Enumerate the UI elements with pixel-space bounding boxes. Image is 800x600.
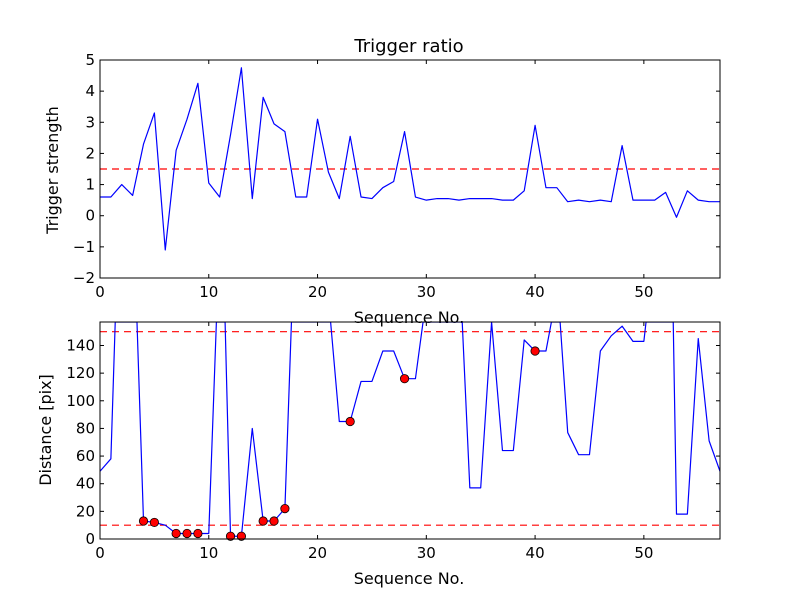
bottom-x-axis-label: Sequence No.	[354, 569, 465, 588]
top-axes-frame	[99, 59, 721, 279]
bottom-x-tick-label: 50	[634, 544, 653, 562]
top-x-tick-label: 30	[417, 283, 436, 301]
bottom-x-tick-label: 40	[526, 544, 545, 562]
top-series-line-0	[100, 67, 720, 251]
distance-chart: 0 10 20 30 40 50 0 20 40 60 80 100 120 140	[66, 321, 721, 562]
bottom-y-tick-label: 20	[76, 502, 95, 520]
bottom-y-tick-label: 120	[66, 364, 95, 382]
bottom-y-tick-label: 0	[85, 530, 95, 548]
bottom-x-tick-label: 10	[199, 544, 218, 562]
top-x-axis-label: Sequence No.	[354, 308, 465, 327]
bottom-data-marker	[182, 528, 192, 539]
bottom-data-marker	[399, 374, 410, 384]
bottom-data-marker	[138, 516, 149, 526]
top-plot-area	[100, 67, 720, 251]
bottom-data-marker	[269, 516, 279, 526]
bottom-data-marker	[345, 416, 355, 427]
bottom-y-tick-label: 140	[66, 336, 95, 354]
chart-title: Trigger ratio	[353, 36, 463, 57]
top-y-tick-label: 4	[85, 82, 95, 100]
bottom-data-marker	[225, 531, 236, 541]
bottom-data-marker	[149, 517, 159, 528]
bottom-data-marker	[236, 531, 247, 541]
top-x-tick-label: 10	[199, 283, 218, 301]
top-y-tick-label: 0	[85, 207, 95, 225]
bottom-data-marker	[258, 516, 268, 526]
top-y-tick-label: 1	[85, 176, 95, 194]
top-x-tick-label: 50	[634, 283, 653, 301]
top-x-tick-label: 20	[308, 283, 327, 301]
top-y-tick-label: −1	[73, 238, 95, 256]
top-y-tick-label: −2	[73, 269, 95, 287]
bottom-y-tick-label: 40	[76, 475, 95, 493]
bottom-data-marker	[280, 503, 290, 514]
bottom-y-tick-label: 100	[66, 392, 95, 410]
bottom-x-tick-label: 0	[95, 544, 105, 562]
top-x-tick-label: 40	[526, 283, 545, 301]
top-y-tick-label: 2	[85, 144, 95, 162]
bottom-y-tick-label: 60	[76, 447, 95, 465]
bottom-data-marker	[530, 346, 540, 356]
bottom-x-tick-label: 20	[308, 544, 327, 562]
top-x-tick-label: 0	[95, 283, 105, 301]
bottom-axes-frame	[99, 321, 721, 540]
top-y-tick-label: 5	[85, 51, 95, 69]
bottom-data-marker	[193, 528, 203, 539]
bottom-y-axis-label: Distance [pix]	[36, 374, 55, 486]
top-y-axis-label: Trigger strength	[43, 106, 62, 235]
bottom-x-tick-label: 30	[417, 544, 436, 562]
bottom-data-marker	[171, 528, 181, 539]
top-y-tick-label: 3	[85, 113, 95, 131]
bottom-y-tick-label: 80	[76, 419, 95, 437]
trigger-strength-chart: 0 10 20 30 40 50 −2 −1 0 1 2 3 4 5	[73, 51, 721, 301]
